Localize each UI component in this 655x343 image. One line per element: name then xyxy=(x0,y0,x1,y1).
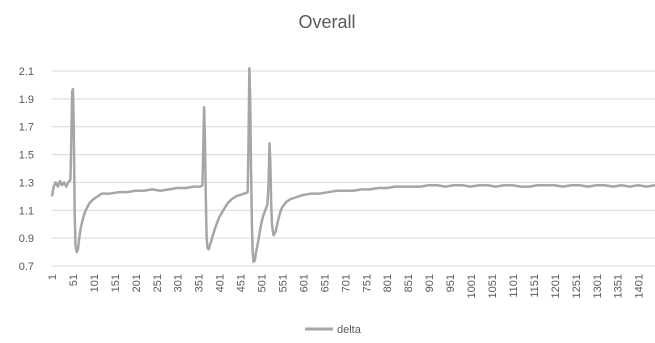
x-tick-label: 551 xyxy=(277,274,289,292)
x-tick-label: 851 xyxy=(403,274,415,292)
x-tick-label: 801 xyxy=(382,274,394,292)
x-tick-label: 351 xyxy=(194,274,206,292)
x-tick-label: 1351 xyxy=(613,274,625,298)
x-tick-label: 701 xyxy=(340,274,352,292)
y-axis-tick-labels: 0.7 0.9 1.1 1.3 1.5 1.7 1.9 2.1 xyxy=(19,66,34,273)
x-tick-label: 751 xyxy=(361,274,373,292)
x-tick-label: 1301 xyxy=(592,274,604,298)
x-tick-label: 601 xyxy=(298,274,310,292)
series-lines xyxy=(50,66,655,264)
x-tick-label: 1151 xyxy=(529,274,541,298)
y-tick-label: 2.1 xyxy=(19,66,34,78)
x-axis-tick-labels: 1 51 101 151 201 251 301 351 401 451 501 551 601 651 7… xyxy=(47,274,646,298)
x-tick-label: 1001 xyxy=(466,274,478,298)
x-tick-label: 251 xyxy=(152,274,164,292)
x-tick-label: 151 xyxy=(110,274,122,292)
y-tick-label: 1.9 xyxy=(19,94,34,106)
x-tick-label: 401 xyxy=(215,274,227,292)
x-tick-label: 301 xyxy=(173,274,185,292)
x-tick-label: 1 xyxy=(47,274,59,280)
x-tick-label: 1051 xyxy=(487,274,499,298)
y-tick-label: 0.9 xyxy=(19,233,34,245)
x-tick-label: 1401 xyxy=(634,274,646,298)
legend-label: delta xyxy=(337,324,362,336)
x-tick-label: 1201 xyxy=(550,274,562,298)
x-tick-label: 451 xyxy=(236,274,248,292)
y-tick-label: 1.1 xyxy=(19,205,34,217)
x-tick-label: 101 xyxy=(89,274,101,292)
x-tick-label: 951 xyxy=(445,274,457,292)
y-tick-label: 1.3 xyxy=(19,177,34,189)
x-tick-label: 51 xyxy=(68,274,80,286)
x-tick-label: 201 xyxy=(131,274,143,292)
series-line-delta xyxy=(50,66,655,264)
y-tick-label: 1.7 xyxy=(19,122,34,134)
y-tick-label: 0.7 xyxy=(19,261,34,273)
legend: delta xyxy=(305,324,362,336)
chart-title: Overall xyxy=(298,12,355,32)
x-tick-label: 901 xyxy=(424,274,436,292)
x-tick-label: 501 xyxy=(257,274,269,292)
x-tick-label: 651 xyxy=(319,274,331,292)
y-tick-label: 1.5 xyxy=(19,150,34,162)
gridlines xyxy=(52,70,655,267)
x-tick-label: 1101 xyxy=(508,274,520,298)
x-tick-label: 1251 xyxy=(571,274,583,298)
